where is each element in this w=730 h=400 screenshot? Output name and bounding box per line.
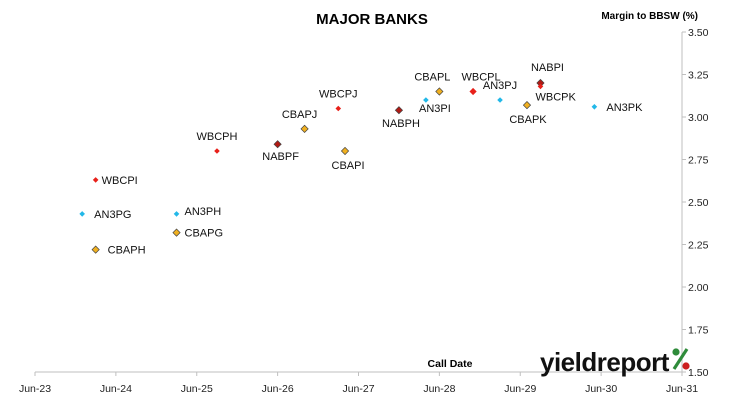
y-tick-label: 2.25 bbox=[688, 240, 709, 252]
x-tick-label: Jun-23 bbox=[19, 383, 51, 395]
point-label-an3pi: AN3PI bbox=[419, 103, 451, 115]
point-label-wbcph: WBCPH bbox=[196, 131, 237, 143]
point-marker-an3pj bbox=[497, 97, 503, 103]
x-tick-label: Jun-30 bbox=[585, 383, 617, 395]
point-label-cbapi: CBAPI bbox=[332, 160, 365, 172]
point-label-cbapk: CBAPK bbox=[509, 114, 547, 126]
point-marker-cbapi bbox=[340, 146, 350, 156]
brand-name: yieldreport bbox=[540, 347, 670, 377]
point-marker-cbapg bbox=[172, 228, 181, 237]
y-tick-label: 3.00 bbox=[688, 112, 709, 124]
point-label-cbaph: CBAPH bbox=[108, 245, 146, 257]
point-marker-an3pk bbox=[591, 104, 598, 110]
y-ticks: 1.50 1.75 2.00 2.25 2.50 2.75 3.00 3.25 3.50 bbox=[682, 27, 709, 379]
point-marker-cbapl bbox=[435, 87, 444, 96]
point-label-wbcpj: WBCPJ bbox=[319, 89, 358, 101]
x-tick-label: Jun-31 bbox=[666, 383, 698, 395]
point-label-nabph: NABPH bbox=[382, 118, 420, 130]
point-marker-wbcpk bbox=[537, 83, 544, 90]
yieldreport-logo: yieldreport bbox=[540, 347, 690, 377]
axes bbox=[35, 32, 683, 373]
x-tick-label: Jun-24 bbox=[100, 383, 132, 395]
x-ticks: Jun-23 Jun-24 Jun-25 Jun-26 Jun-27 Jun-28 Jun-… bbox=[19, 372, 698, 395]
point-marker-cbapk bbox=[522, 101, 532, 110]
point-label-nabpi: NABPI bbox=[531, 62, 564, 74]
x-tick-label: Jun-28 bbox=[423, 383, 455, 395]
point-marker-an3pg bbox=[79, 211, 85, 217]
point-label-an3pk: AN3PK bbox=[606, 102, 643, 114]
point-label-an3pj: AN3PJ bbox=[483, 80, 517, 92]
point-marker-wbcpi bbox=[92, 177, 99, 183]
percent-icon bbox=[672, 348, 690, 370]
y-tick-label: 2.75 bbox=[688, 155, 709, 167]
point-marker-wbcph bbox=[214, 148, 220, 154]
point-marker-wbcpl bbox=[469, 87, 477, 96]
y-axis-label: Margin to BBSW (%) bbox=[601, 11, 698, 22]
data-points: WBCPI AN3PG CBAPH AN3PH CBAPG WBCPH NABPF CBAPJ… bbox=[79, 62, 643, 257]
y-tick-label: 2.00 bbox=[688, 282, 709, 294]
point-marker-cbapj bbox=[300, 124, 309, 133]
point-marker-nabpf bbox=[273, 140, 282, 149]
percent-icon-top-dot bbox=[672, 348, 680, 356]
point-label-an3ph: AN3PH bbox=[185, 206, 222, 218]
point-label-cbapg: CBAPG bbox=[185, 228, 224, 240]
x-axis-label: Call Date bbox=[428, 358, 473, 370]
x-tick-label: Jun-26 bbox=[262, 383, 294, 395]
point-marker-nabph bbox=[394, 106, 404, 115]
y-tick-label: 3.25 bbox=[688, 70, 709, 82]
y-tick-label: 2.50 bbox=[688, 197, 709, 209]
percent-icon-slash bbox=[672, 348, 689, 370]
point-marker-an3pi bbox=[423, 97, 429, 103]
x-tick-label: Jun-25 bbox=[181, 383, 213, 395]
point-marker-wbcpj bbox=[335, 105, 342, 112]
point-label-wbcpl: WBCPL bbox=[462, 72, 501, 84]
y-tick-label: 1.75 bbox=[688, 325, 709, 337]
percent-icon-bottom-dot bbox=[682, 362, 690, 370]
y-tick-label: 3.50 bbox=[688, 27, 709, 39]
x-tick-label: Jun-29 bbox=[504, 383, 536, 395]
point-label-an3pg: AN3PG bbox=[94, 209, 131, 221]
point-label-wbcpk: WBCPK bbox=[535, 91, 576, 103]
point-marker-an3ph bbox=[173, 211, 180, 217]
point-marker-cbaph bbox=[91, 245, 100, 254]
x-tick-label: Jun-27 bbox=[342, 383, 374, 395]
y-tick-label: 1.50 bbox=[688, 367, 709, 379]
chart-title: MAJOR BANKS bbox=[316, 11, 428, 28]
point-label-nabpf: NABPF bbox=[262, 151, 299, 163]
point-label-cbapl: CBAPL bbox=[414, 72, 450, 84]
point-label-cbapj: CBAPJ bbox=[282, 109, 317, 121]
point-label-wbcpi: WBCPI bbox=[102, 175, 138, 187]
